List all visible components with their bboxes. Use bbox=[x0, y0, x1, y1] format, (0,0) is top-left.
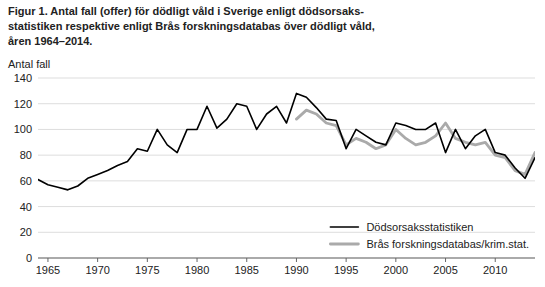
x-tick bbox=[395, 258, 396, 262]
x-tick-label: 1990 bbox=[284, 264, 308, 276]
y-tick-label: 0 bbox=[26, 252, 32, 264]
y-tick-label: 100 bbox=[14, 123, 32, 135]
grid-line bbox=[38, 206, 535, 207]
grid bbox=[38, 78, 535, 258]
x-tick-label: 2010 bbox=[483, 264, 507, 276]
y-tick-label: 20 bbox=[20, 226, 32, 238]
x-tick-label: 1980 bbox=[185, 264, 209, 276]
legend-swatch bbox=[330, 226, 358, 228]
y-tick-label: 140 bbox=[14, 72, 32, 84]
legend-label: Brås forskningsdatabas/krim.stat. bbox=[366, 238, 529, 250]
legend-swatch bbox=[330, 243, 358, 246]
x-tick bbox=[495, 258, 496, 262]
y-axis-label: Antal fall bbox=[8, 58, 50, 70]
x-tick bbox=[296, 258, 297, 262]
grid-line bbox=[38, 180, 535, 181]
x-tick bbox=[147, 258, 148, 262]
y-tick-label: 120 bbox=[14, 98, 32, 110]
y-tick-label: 80 bbox=[20, 149, 32, 161]
x-tick-label: 2000 bbox=[384, 264, 408, 276]
chart: Figur 1. Antal fall (offer) för dödligt … bbox=[0, 0, 545, 287]
y-tick-label: 60 bbox=[20, 175, 32, 187]
x-tick-label: 1975 bbox=[135, 264, 159, 276]
title: Figur 1. Antal fall (offer) för dödligt … bbox=[8, 5, 375, 47]
title-line: åren 1964–2014. bbox=[8, 35, 92, 47]
y-tick-label: 40 bbox=[20, 201, 32, 213]
x-tick-label: 1985 bbox=[234, 264, 258, 276]
x-tick bbox=[346, 258, 347, 262]
x-tick bbox=[246, 258, 247, 262]
legend: Dödsorsaksstatistiken Brås forskningsdata… bbox=[330, 221, 529, 250]
x-tick bbox=[47, 258, 48, 262]
grid-line bbox=[38, 155, 535, 156]
grid-line bbox=[38, 258, 535, 259]
x-tick bbox=[97, 258, 98, 262]
x-tick-label: 1965 bbox=[36, 264, 60, 276]
x-tick-label: 1995 bbox=[334, 264, 358, 276]
grid-line bbox=[38, 78, 535, 79]
grid-line bbox=[38, 129, 535, 130]
grid-line bbox=[38, 103, 535, 104]
x-tick bbox=[445, 258, 446, 262]
series-line bbox=[38, 93, 535, 189]
title-line: statistiken respektive enligt Brås forsk… bbox=[8, 20, 375, 32]
legend-label: Dödsorsaksstatistiken bbox=[366, 221, 473, 233]
x-tick bbox=[197, 258, 198, 262]
plot-area bbox=[38, 93, 535, 189]
x-tick-label: 1970 bbox=[85, 264, 109, 276]
title-line: Figur 1. Antal fall (offer) för dödligt … bbox=[8, 5, 364, 17]
x-axis-line bbox=[38, 258, 535, 259]
x-tick-label: 2005 bbox=[433, 264, 457, 276]
